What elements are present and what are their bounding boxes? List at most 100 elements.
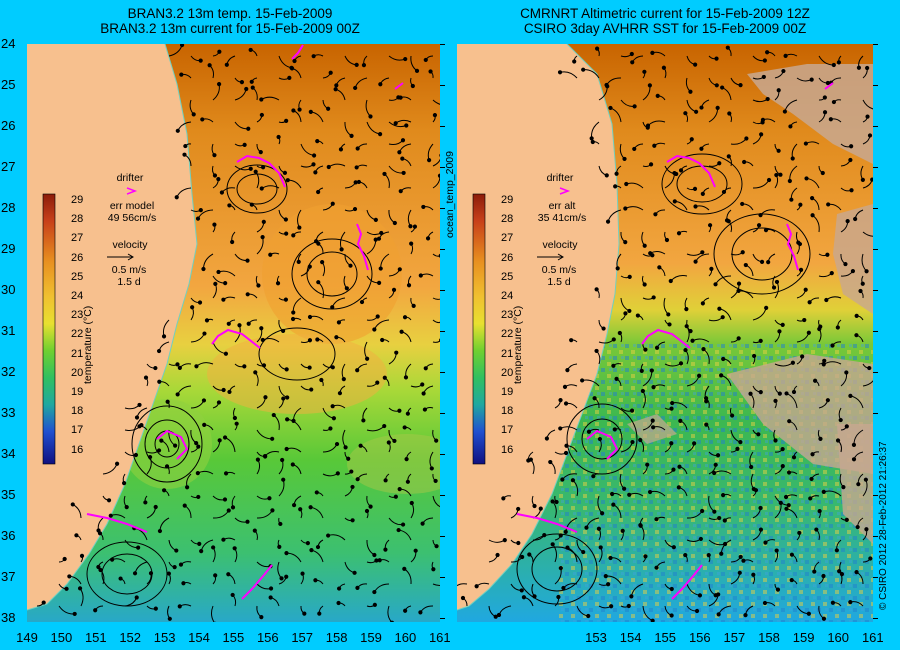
vector-head [778,500,783,505]
lat-tick [440,577,445,578]
vector-head [756,223,762,228]
vector-head [226,572,231,577]
right-colorbar-tick-label: 29 [501,194,514,206]
vector-head [856,65,862,70]
left-colorbar-tick-label: 20 [71,366,84,379]
vector-head [291,310,296,315]
right-colorbar [472,193,486,465]
vector-head [611,337,616,342]
vector-head [311,162,316,167]
right-colorbar-tick-label: 16 [501,443,514,456]
vector-head [614,171,619,176]
lat-label-left: 31 [1,323,16,338]
vector-head [284,551,289,556]
vector-head [172,565,177,570]
vector-head [460,595,466,601]
vector-head [307,365,312,370]
right-drifter-label: drifter [546,172,574,184]
vector-head [580,378,585,383]
vector-head [350,518,355,523]
vector-head [693,259,698,264]
vector-head [307,314,313,320]
vector-head [810,196,815,201]
vector-head [586,429,592,434]
vector-head [268,586,274,591]
vector-head [404,457,409,462]
vector-head [349,469,354,474]
vector-head [651,425,656,430]
vector-head [802,317,807,323]
lon-label-right: 156 [688,630,711,645]
vector-head [197,300,203,305]
vector-head [219,190,225,195]
vector-head [758,527,764,532]
vector-head [93,608,98,613]
vector-head [704,396,709,401]
vector-head [290,316,296,322]
vector-head [403,56,408,62]
vector-head [726,219,731,224]
vector-head [202,331,207,336]
vector-head [638,437,643,443]
lon-label-left: 151 [84,630,107,645]
vector-head [307,338,313,343]
vector-head [211,545,216,550]
vector-head [716,612,721,617]
vector-head [554,499,559,505]
vector-head [758,505,763,511]
vector-head [672,170,677,176]
vector-head [259,326,264,331]
vector-head [834,548,839,553]
vector-head [752,353,757,359]
current-vector [432,158,440,167]
lat-tick [873,331,878,332]
right-eddy-streamlines [516,153,811,605]
vector-head [790,156,795,161]
vector-head [350,484,355,490]
vector-head [402,566,407,571]
vector-head [712,509,717,514]
vector-head [334,83,339,88]
vector-head [736,336,741,341]
vector-head [838,417,843,423]
vector-head [814,527,819,532]
vector-head [221,297,226,302]
vector-head [692,441,697,446]
left-eddy-streamlines [86,164,373,607]
lon-label-left: 160 [394,630,417,645]
vector-head [544,436,549,441]
vector-head [185,485,190,490]
vector-head [221,537,226,542]
vector-head [204,318,210,323]
left-colorbar-tick-label: 22 [71,328,84,341]
lat-tick [873,454,878,455]
vector-head [538,506,543,511]
vector-head [291,108,296,113]
vector-head [143,375,149,380]
vector-head [223,280,228,286]
vector-head [712,470,717,476]
vector-head [372,327,377,332]
vector-head [789,552,795,557]
vector-head [865,65,870,71]
left-colorbar-tick-label: 16 [71,443,84,456]
lat-tick [873,536,878,537]
vector-head [400,138,406,143]
vector-head [622,156,627,162]
vector-head [216,400,222,405]
right-velocity-days: 1.5 d [547,276,571,288]
vector-head [359,299,365,305]
vector-head [232,546,237,551]
vector-head [613,184,618,189]
vector-head [162,488,167,493]
lon-label-left: 153 [153,630,176,645]
lat-label-left: 32 [1,364,16,379]
vector-head [74,533,79,538]
lat-tick [873,413,878,414]
vector-head [600,511,605,516]
vector-head [250,85,255,90]
lon-label-left: 152 [119,630,142,645]
vector-head [391,287,397,292]
vector-head [831,99,837,105]
vector-head [828,117,833,122]
